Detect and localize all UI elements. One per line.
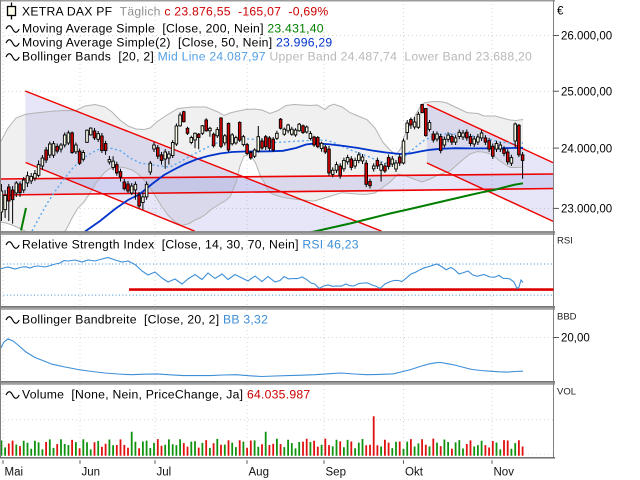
svg-text:Jul: Jul [157, 467, 172, 479]
svg-text:€: € [557, 6, 564, 18]
svg-text:Moving Average Simple [Close,: Moving Average Simple [Close, 200, Nein]… [22, 22, 324, 36]
svg-text:Okt: Okt [405, 467, 424, 479]
svg-text:24.000,00: 24.000,00 [561, 143, 612, 155]
svg-text:BBD: BBD [557, 312, 577, 323]
svg-text:VOL: VOL [557, 387, 576, 398]
svg-text:RSI: RSI [557, 236, 573, 247]
svg-text:Moving Average Simple(2) [Clo: Moving Average Simple(2) [Close, 50, Nei… [22, 36, 332, 50]
svg-text:Bollinger Bandbreite [Close,: Bollinger Bandbreite [Close, 20, 2] BB 3… [22, 313, 268, 327]
svg-text:Aug: Aug [249, 467, 269, 479]
svg-text:Sep: Sep [326, 467, 346, 479]
svg-text:26.000,00: 26.000,00 [561, 31, 612, 43]
svg-text:Jun: Jun [82, 467, 101, 479]
svg-text:Volume [None, Nein, PriceChan: Volume [None, Nein, PriceChange, Ja] 64.… [22, 388, 310, 402]
svg-text:23.000,00: 23.000,00 [561, 204, 612, 216]
svg-text:20,00: 20,00 [561, 333, 590, 345]
svg-text:Mai: Mai [5, 467, 24, 479]
svg-text:Nov: Nov [494, 467, 515, 479]
svg-text:Bollinger Bands [20, 2] Mid L: Bollinger Bands [20, 2] Mid Line 24.087,… [22, 50, 532, 64]
svg-text:Relative Strength Index [Clos: Relative Strength Index [Close, 14, 30, … [22, 238, 359, 252]
svg-text:25.000,00: 25.000,00 [561, 86, 612, 98]
svg-text:XETRA DAX PF Täglich c 23.876: XETRA DAX PF Täglich c 23.876,55 -165,07… [22, 5, 329, 19]
